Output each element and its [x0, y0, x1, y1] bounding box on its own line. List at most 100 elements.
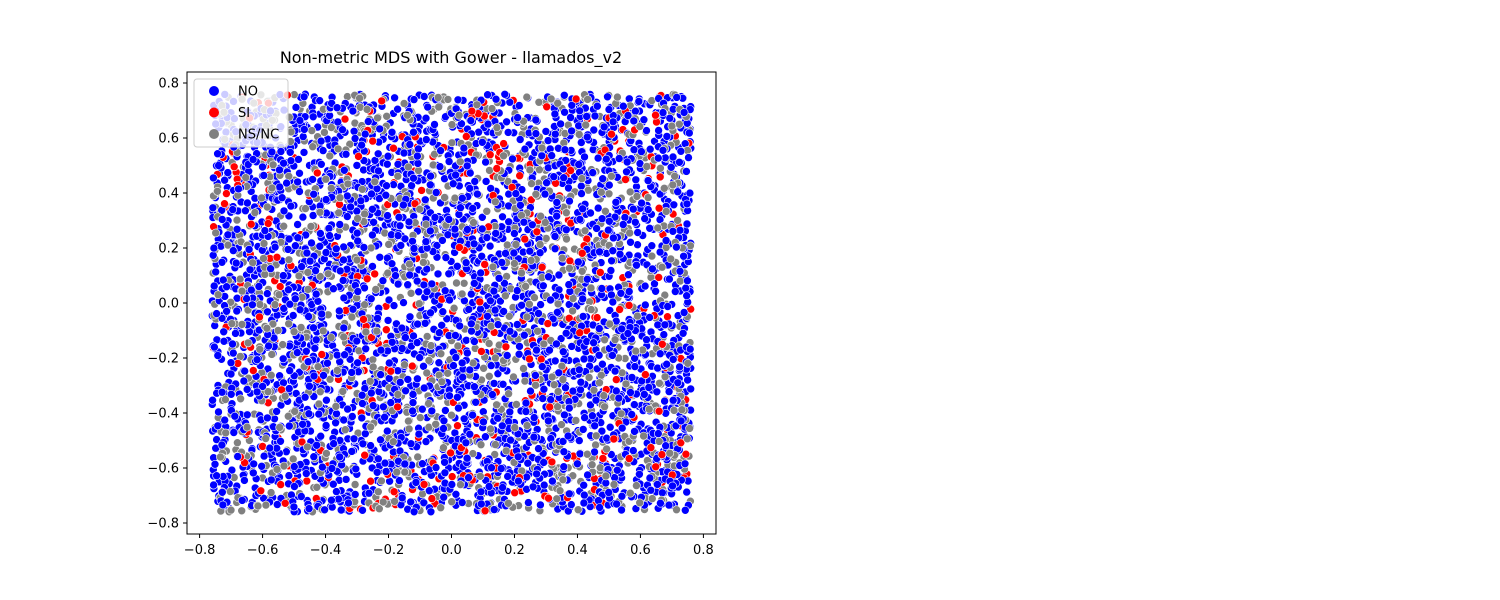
scatter-point-no [675, 362, 684, 372]
scatter-point-no [580, 152, 589, 162]
scatter-point-no [531, 371, 540, 380]
scatter-point-no [529, 413, 539, 422]
scatter-point-no [324, 224, 334, 233]
scatter-point-no [483, 119, 493, 129]
scatter-point-si [654, 406, 664, 416]
scatter-point-ns-nc [486, 424, 495, 434]
scatter-point-ns-nc [591, 440, 600, 450]
scatter-point-no [680, 505, 690, 515]
scatter-point-no [459, 143, 469, 153]
scatter-point-no [329, 284, 338, 294]
scatter-point-no [231, 258, 241, 268]
scatter-point-ns-nc [530, 293, 539, 302]
scatter-point-ns-nc [604, 189, 614, 199]
scatter-point-no [378, 276, 388, 286]
scatter-point-ns-nc [284, 255, 294, 265]
scatter-point-no [680, 459, 690, 469]
scatter-point-ns-nc [447, 497, 457, 507]
scatter-point-no [226, 358, 236, 368]
scatter-point-ns-nc [366, 243, 376, 253]
scatter-point-si [220, 199, 229, 208]
scatter-point-no [415, 353, 424, 362]
scatter-point-no [303, 357, 313, 367]
scatter-point-ns-nc [525, 165, 535, 175]
scatter-point-no [281, 447, 291, 457]
scatter-point-ns-nc [574, 130, 584, 139]
scatter-point-ns-nc [491, 353, 500, 363]
scatter-point-no [449, 361, 458, 370]
scatter-point-no [465, 184, 475, 193]
scatter-point-ns-nc [406, 288, 416, 298]
scatter-point-no [315, 96, 325, 105]
scatter-point-si [646, 443, 656, 452]
scatter-point-no [543, 136, 553, 145]
scatter-point-no [451, 170, 460, 180]
scatter-point-no [393, 104, 402, 114]
scatter-point-no [655, 349, 665, 359]
scatter-point-ns-nc [390, 497, 399, 506]
scatter-point-no [359, 243, 369, 252]
scatter-point-no [301, 346, 311, 356]
scatter-point-no [382, 181, 391, 190]
scatter-point-ns-nc [434, 102, 444, 112]
chart-title: Non-metric MDS with Gower - llamados_v2 [280, 48, 622, 68]
scatter-point-no [332, 487, 341, 496]
scatter-point-no [576, 181, 586, 191]
scatter-point-ns-nc [371, 285, 381, 294]
scatter-point-ns-nc [266, 370, 276, 380]
scatter-point-no [605, 306, 615, 315]
scatter-point-ns-nc [669, 406, 679, 415]
scatter-point-no [586, 208, 595, 218]
scatter-point-no [408, 398, 418, 407]
scatter-point-ns-nc [237, 506, 246, 516]
scatter-point-ns-nc [400, 467, 410, 477]
scatter-point-no [295, 169, 304, 178]
scatter-point-ns-nc [682, 434, 692, 444]
scatter-point-no [477, 251, 487, 261]
scatter-point-no [520, 144, 530, 154]
scatter-point-no [211, 267, 220, 277]
scatter-point-ns-nc [504, 389, 513, 399]
scatter-point-no [387, 337, 397, 347]
scatter-point-no [539, 384, 549, 394]
scatter-point-no [592, 224, 601, 233]
scatter-point-ns-nc [674, 120, 684, 129]
scatter-point-no [496, 464, 506, 473]
scatter-point-ns-nc [449, 303, 459, 313]
scatter-point-si [255, 312, 264, 322]
scatter-point-no [248, 300, 257, 310]
scatter-point-no [547, 151, 557, 160]
scatter-point-no [582, 274, 592, 284]
scatter-point-no [670, 287, 680, 296]
scatter-point-no [217, 387, 227, 397]
scatter-point-no [665, 274, 674, 284]
scatter-point-no [574, 365, 584, 375]
scatter-point-no [640, 214, 650, 223]
scatter-point-no [538, 394, 548, 403]
scatter-point-no [568, 386, 578, 396]
scatter-point-no [421, 135, 431, 144]
scatter-point-no [590, 421, 600, 431]
scatter-point-no [653, 320, 663, 330]
scatter-point-no [489, 379, 499, 388]
scatter-point-no [444, 215, 454, 224]
scatter-point-no [632, 260, 641, 270]
scatter-point-ns-nc [340, 425, 350, 435]
scatter-point-ns-nc [633, 311, 642, 321]
scatter-point-no [243, 198, 252, 208]
scatter-point-ns-nc [241, 173, 250, 182]
scatter-point-no [615, 249, 625, 259]
scatter-point-ns-nc [227, 319, 237, 328]
scatter-point-ns-nc [512, 400, 521, 409]
scatter-point-no [420, 318, 430, 328]
scatter-point-no [451, 331, 460, 340]
scatter-point-no [307, 238, 316, 248]
scatter-point-no [491, 94, 501, 104]
scatter-point-si [222, 189, 231, 198]
scatter-point-no [295, 187, 304, 196]
scatter-point-no [618, 101, 628, 111]
scatter-point-no [331, 418, 340, 428]
scatter-point-no [399, 298, 408, 307]
scatter-point-no [544, 416, 553, 426]
scatter-point-ns-nc [517, 268, 526, 278]
